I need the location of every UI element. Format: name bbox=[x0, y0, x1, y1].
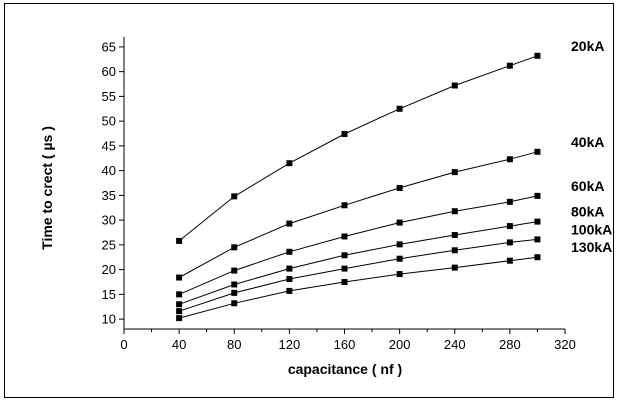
x-tick-label: 280 bbox=[499, 337, 521, 352]
data-point-marker bbox=[231, 244, 238, 251]
series-lines bbox=[178, 55, 538, 319]
data-point-marker bbox=[341, 265, 348, 272]
series-line bbox=[178, 238, 538, 312]
data-point-marker bbox=[451, 247, 458, 254]
y-tick-label: 35 bbox=[102, 188, 116, 203]
y-tick-label: 30 bbox=[102, 213, 116, 228]
y-tick-label: 55 bbox=[102, 89, 116, 104]
data-point-marker bbox=[341, 233, 348, 240]
data-point-marker bbox=[231, 300, 238, 307]
data-point-marker bbox=[506, 198, 513, 205]
data-point-marker bbox=[451, 231, 458, 238]
y-tick-label: 50 bbox=[102, 114, 116, 129]
data-point-marker bbox=[506, 156, 513, 163]
data-point-marker bbox=[451, 264, 458, 271]
y-axis-title: Time to crect ( µs ) bbox=[39, 126, 55, 250]
series-label: 100kA bbox=[571, 221, 612, 237]
data-point-marker bbox=[506, 223, 513, 230]
series-markers bbox=[176, 52, 541, 322]
data-point-marker bbox=[176, 291, 183, 298]
data-point-marker bbox=[396, 255, 403, 262]
data-point-marker bbox=[341, 202, 348, 209]
series-label: 40kA bbox=[571, 134, 604, 150]
x-tick-label: 40 bbox=[172, 337, 186, 352]
chart-frame bbox=[4, 3, 614, 398]
data-point-marker bbox=[451, 82, 458, 89]
data-point-marker bbox=[341, 131, 348, 138]
y-tick-label: 15 bbox=[102, 287, 116, 302]
data-point-marker bbox=[286, 220, 293, 227]
data-point-marker bbox=[231, 193, 238, 200]
y-tick-label: 45 bbox=[102, 138, 116, 153]
data-point-marker bbox=[286, 248, 293, 255]
data-point-marker bbox=[534, 192, 541, 199]
x-tick-label: 0 bbox=[120, 337, 127, 352]
y-axis-ticks: 10 15 20 25 30 35 40 45 50 55 60 65 bbox=[102, 39, 124, 327]
x-axis-title: capacitance ( nf ) bbox=[288, 361, 402, 377]
series-label: 130kA bbox=[571, 239, 612, 255]
series-line bbox=[178, 55, 538, 242]
data-point-marker bbox=[341, 252, 348, 259]
data-point-marker bbox=[506, 239, 513, 246]
x-tick-label: 320 bbox=[554, 337, 576, 352]
data-point-marker bbox=[341, 278, 348, 285]
data-point-marker bbox=[176, 274, 183, 281]
data-point-marker bbox=[506, 257, 513, 264]
data-point-marker bbox=[534, 218, 541, 225]
y-tick-label: 20 bbox=[102, 262, 116, 277]
data-point-marker bbox=[176, 308, 183, 315]
x-tick-label: 120 bbox=[279, 337, 301, 352]
series-line bbox=[178, 151, 538, 278]
data-point-marker bbox=[396, 105, 403, 112]
series-line bbox=[178, 256, 538, 319]
data-point-marker bbox=[231, 289, 238, 296]
y-tick-label: 25 bbox=[102, 237, 116, 252]
data-point-marker bbox=[396, 219, 403, 226]
data-point-marker bbox=[534, 236, 541, 243]
data-point-marker bbox=[506, 62, 513, 69]
series-line bbox=[178, 221, 538, 305]
data-point-marker bbox=[451, 169, 458, 176]
x-tick-label: 200 bbox=[389, 337, 411, 352]
series-line bbox=[178, 195, 538, 295]
data-point-marker bbox=[231, 267, 238, 274]
data-point-marker bbox=[396, 184, 403, 191]
data-point-marker bbox=[396, 271, 403, 278]
data-point-marker bbox=[286, 265, 293, 272]
y-tick-label: 40 bbox=[102, 163, 116, 178]
data-point-marker bbox=[286, 160, 293, 167]
series-label: 20kA bbox=[571, 38, 604, 54]
data-point-marker bbox=[534, 52, 541, 59]
data-point-marker bbox=[451, 208, 458, 215]
data-point-marker bbox=[231, 281, 238, 288]
y-tick-label: 10 bbox=[102, 312, 116, 327]
data-point-marker bbox=[176, 315, 183, 322]
series-label: 60kA bbox=[571, 178, 604, 194]
series-label: 80kA bbox=[571, 204, 604, 220]
data-point-marker bbox=[286, 287, 293, 294]
data-point-marker bbox=[176, 301, 183, 308]
y-tick-label: 65 bbox=[102, 39, 116, 54]
data-point-marker bbox=[534, 148, 541, 155]
x-tick-label: 240 bbox=[444, 337, 466, 352]
x-tick-label: 80 bbox=[227, 337, 241, 352]
data-point-marker bbox=[534, 254, 541, 261]
x-tick-label: 160 bbox=[334, 337, 356, 352]
data-point-marker bbox=[176, 237, 183, 244]
axes bbox=[123, 37, 565, 330]
data-point-marker bbox=[286, 276, 293, 283]
x-axis-ticks: 0 40 80 120 160 200 240 280 320 bbox=[120, 329, 576, 352]
y-tick-label: 60 bbox=[102, 64, 116, 79]
data-point-marker bbox=[396, 241, 403, 248]
